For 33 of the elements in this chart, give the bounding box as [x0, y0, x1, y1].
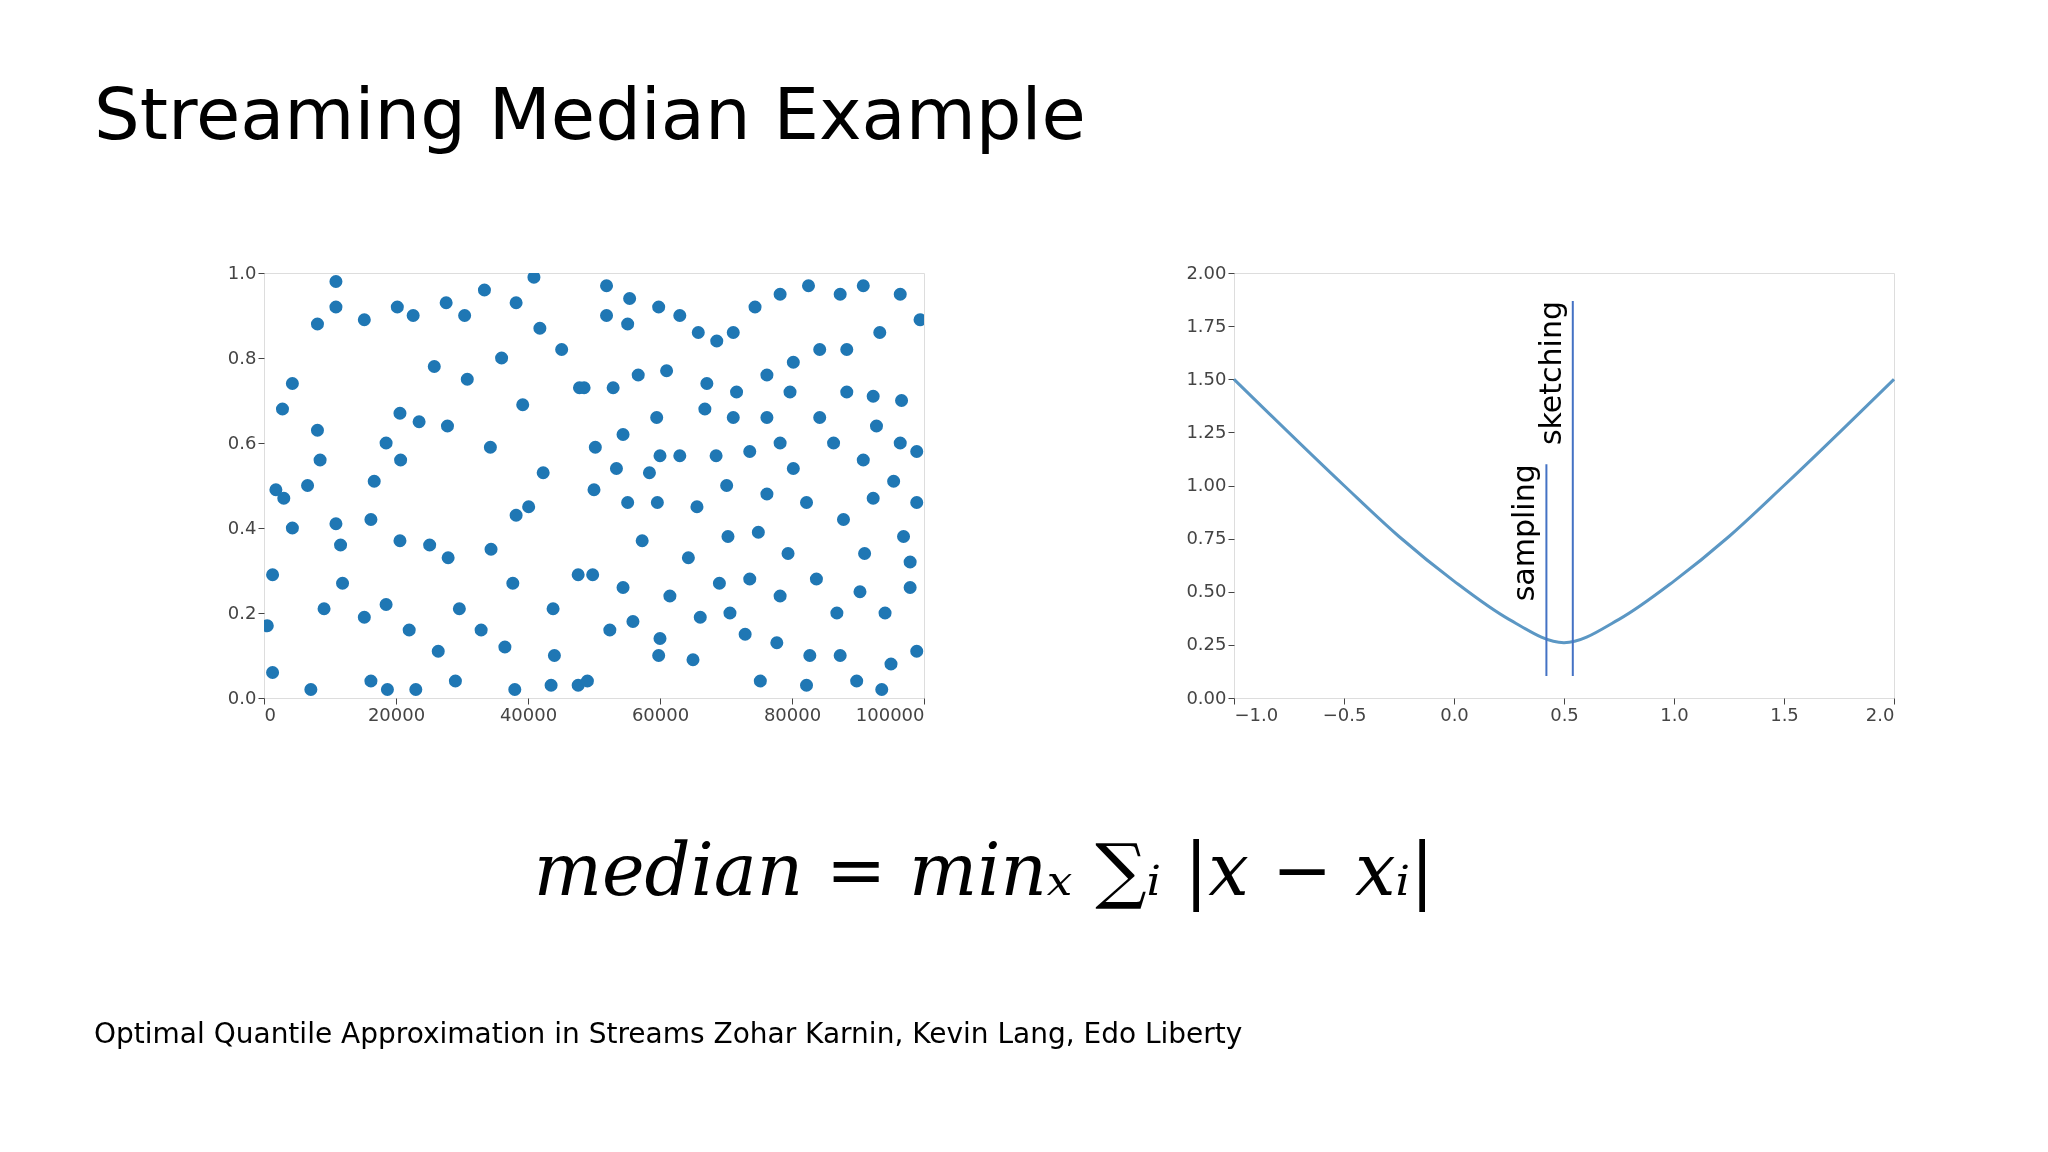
chart-title: Streaming Median Example — [94, 71, 1086, 156]
x-tick-label: 2.0 — [1865, 703, 1895, 725]
y-tick-label: 0.6 — [227, 431, 257, 453]
ref-line-label: sketching — [1532, 301, 1568, 446]
x-tick-label: 1.0 — [1660, 703, 1689, 725]
y-tick-label: 1.00 — [1186, 474, 1227, 495]
y-tick-label: 0.50 — [1186, 580, 1227, 602]
x-tick-label: 60000 — [631, 703, 690, 725]
x-tick-label: −1.0 — [1234, 703, 1279, 725]
x-tick-label: 80000 — [763, 703, 822, 725]
y-tick-label: 2.00 — [1186, 261, 1227, 283]
text: median = minₓ ∑ᵢ |x − xᵢ| — [533, 828, 1435, 912]
ref-line-label: sampling — [1506, 464, 1542, 602]
y-tick-label: 0.0 — [227, 686, 257, 708]
y-tick-label: 1.0 — [227, 261, 257, 283]
y-tick-label: 0.8 — [227, 346, 257, 368]
x-tick-label: −0.5 — [1322, 703, 1367, 725]
x-tick-label: 0 — [264, 703, 276, 725]
y-tick-label: 0.4 — [227, 516, 257, 538]
y-tick-label: 1.75 — [1186, 314, 1227, 336]
x-tick-label: 1.5 — [1770, 703, 1799, 725]
y-tick-label: 1.25 — [1186, 420, 1227, 442]
text: Optimal Quantile Approximation in Streams Zohar Karnin, Kevin Lang, Edo Liberty — [94, 1017, 1243, 1050]
y-tick-label: 1.50 — [1186, 367, 1227, 389]
x-tick-label: 0.0 — [1440, 703, 1469, 725]
x-tick-label: 100000 — [855, 703, 925, 725]
y-tick-label: 0.25 — [1186, 633, 1227, 655]
x-tick-label: 40000 — [499, 703, 558, 725]
y-tick-label: 0.00 — [1186, 686, 1227, 708]
y-tick-label: 0.75 — [1186, 527, 1227, 549]
x-tick-label: 0.5 — [1550, 703, 1579, 725]
y-tick-label: 0.2 — [227, 601, 257, 623]
x-tick-label: 20000 — [367, 703, 426, 725]
